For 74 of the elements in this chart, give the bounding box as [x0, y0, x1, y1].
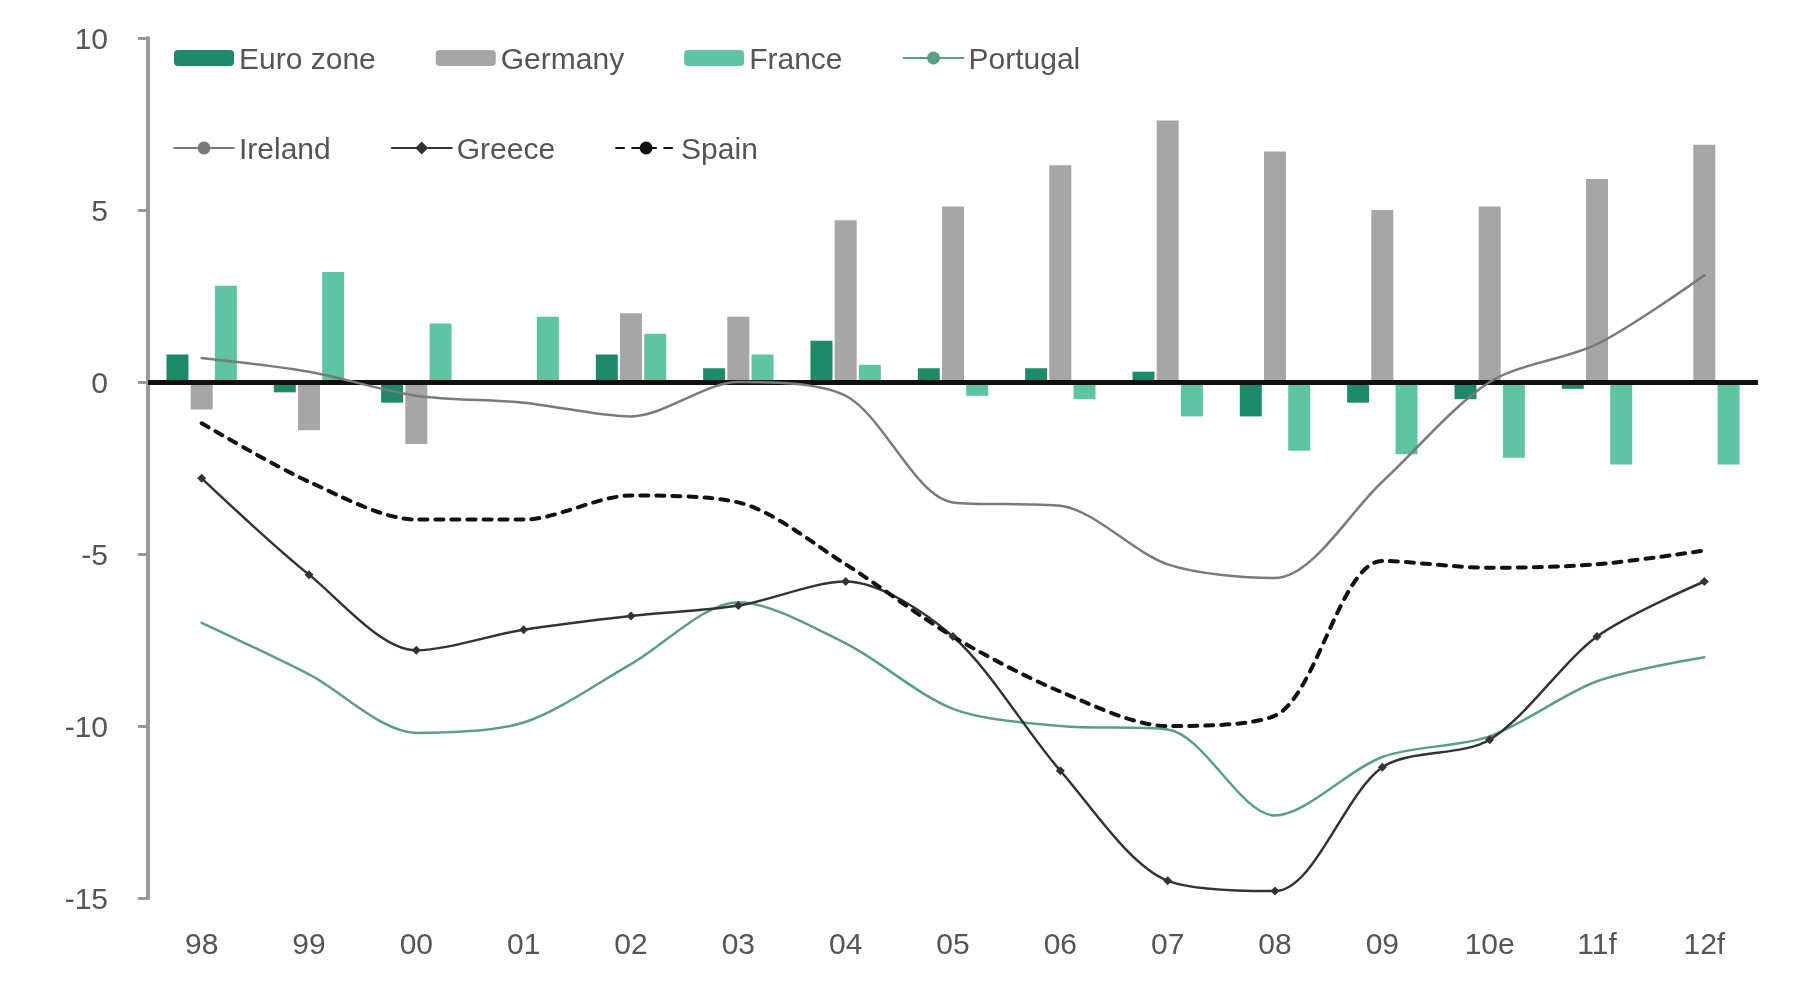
- bar: [1610, 382, 1633, 465]
- point: [733, 601, 743, 611]
- legend-label: Euro zone: [239, 41, 376, 75]
- bar: [1502, 382, 1525, 458]
- bar: [1717, 382, 1740, 465]
- y-tick-label: -10: [64, 709, 108, 743]
- bar: [1264, 151, 1286, 382]
- bar: [1239, 382, 1262, 417]
- bar: [1156, 120, 1179, 382]
- x-tick-label: 08: [1258, 926, 1292, 960]
- bar: [727, 316, 750, 382]
- legend-label: Portugal: [968, 41, 1081, 75]
- point: [1377, 762, 1387, 772]
- bar: [620, 313, 642, 382]
- legend-label: Spain: [681, 131, 758, 165]
- point: [841, 577, 851, 587]
- point: [626, 611, 636, 621]
- point: [1055, 766, 1065, 776]
- bar: [834, 220, 857, 382]
- line-series: [200, 274, 1706, 580]
- x-tick-label: 01: [506, 926, 541, 960]
- y-tick-label: 10: [74, 21, 108, 55]
- bar: [1288, 382, 1311, 451]
- point: [1485, 735, 1495, 745]
- x-tick-label: 09: [1365, 926, 1400, 960]
- x-tick-label: 02: [614, 926, 648, 960]
- x-tick-label: 05: [936, 926, 970, 960]
- x-tick-label: 12f: [1683, 926, 1726, 960]
- bar: [536, 316, 559, 382]
- x-tick-label: 03: [721, 926, 756, 960]
- bar: [405, 382, 428, 444]
- bar: [942, 206, 964, 382]
- legend-label: Germany: [500, 41, 625, 75]
- y-tick-label: -5: [81, 537, 108, 571]
- point: [948, 632, 958, 642]
- bar: [751, 354, 774, 382]
- bar: [810, 340, 833, 382]
- point: [1163, 876, 1173, 886]
- bar: [322, 271, 345, 382]
- point: [197, 473, 207, 483]
- bar: [1049, 165, 1072, 382]
- point: [519, 625, 529, 635]
- bar: [644, 333, 667, 382]
- bar: [298, 382, 320, 431]
- x-tick-label: 06: [1043, 926, 1078, 960]
- bar: [1395, 382, 1418, 455]
- x-tick-label: 07: [1150, 926, 1185, 960]
- y-tick-label: 0: [91, 365, 108, 399]
- legend-label: Ireland: [239, 131, 331, 165]
- x-tick-label: 10e: [1464, 926, 1515, 960]
- bar: [1371, 210, 1394, 382]
- bar: [595, 354, 618, 382]
- x-tick-label: 11f: [1577, 926, 1618, 960]
- point: [1270, 886, 1280, 896]
- y-tick-label: -15: [64, 881, 108, 915]
- point: [411, 645, 421, 655]
- point: [1592, 632, 1602, 642]
- bar: [1478, 206, 1501, 382]
- x-tick-label: 04: [828, 926, 863, 960]
- x-tick-label: 98: [184, 926, 219, 960]
- x-tick-label: 99: [292, 926, 326, 960]
- legend-label: Greece: [456, 131, 556, 165]
- bar: [214, 285, 237, 382]
- bar: [166, 354, 189, 382]
- bar: [1693, 144, 1716, 382]
- point: [1699, 577, 1709, 587]
- bar: [1180, 382, 1203, 417]
- point: [304, 570, 314, 580]
- legend-label: France: [749, 41, 843, 75]
- bar: [429, 323, 452, 382]
- x-tick-label: 00: [399, 926, 434, 960]
- bar: [1586, 179, 1608, 382]
- line-series: [200, 600, 1706, 817]
- y-tick-label: 5: [91, 193, 108, 227]
